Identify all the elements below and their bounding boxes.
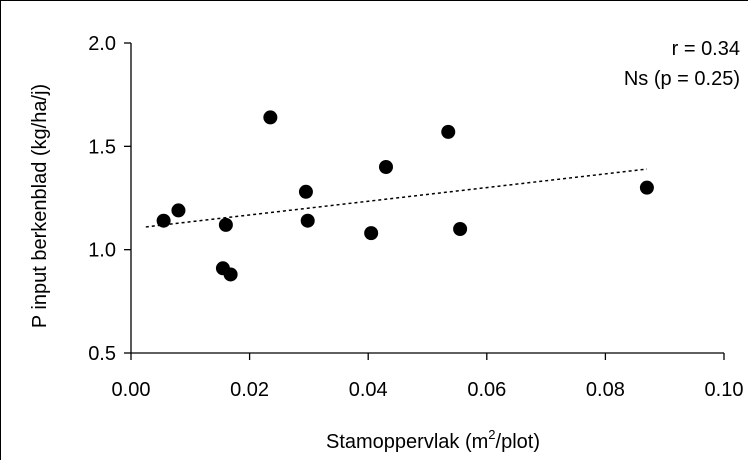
points-group [156, 110, 654, 282]
data-point [171, 203, 186, 218]
y-tick-label: 2.0 [88, 33, 116, 55]
y-tick-label: 1.0 [88, 240, 116, 262]
trendline-group [145, 168, 647, 228]
x-tick-label: 0.10 [705, 379, 744, 401]
data-point [223, 267, 238, 282]
x-tick-label: 0.00 [112, 379, 151, 401]
data-point [218, 217, 233, 232]
data-point [364, 226, 379, 241]
y-ticks: 0.5 1.0 1.5 2.0 [88, 33, 131, 365]
x-tick-label: 0.04 [349, 379, 388, 401]
annotation-ns: Ns (p = 0.25) [624, 68, 740, 90]
x-axis-label-tail: /plot) [496, 431, 540, 453]
data-point [298, 184, 313, 199]
data-point [639, 180, 654, 195]
x-axis-label: Stamoppervlak (m2/plot) [326, 427, 540, 453]
y-axis-label: P input berkenblad (kg/ha/j) [29, 84, 51, 328]
data-point [441, 124, 456, 139]
x-tick-label: 0.02 [230, 379, 269, 401]
data-point [263, 110, 278, 125]
data-point [378, 160, 393, 174]
data-point [300, 213, 315, 228]
axes [130, 43, 724, 354]
y-tick-label: 1.5 [88, 136, 116, 158]
y-tick-label: 0.5 [88, 343, 116, 365]
annotation-r: r = 0.34 [672, 38, 740, 60]
data-point [453, 222, 468, 236]
data-point [156, 213, 171, 228]
trendline [145, 168, 647, 228]
x-axis-label-sup: 2 [488, 427, 495, 442]
x-tick-label: 0.06 [467, 379, 506, 401]
x-ticks: 0.00 0.02 0.04 0.06 0.08 0.10 [112, 353, 744, 401]
x-axis-label-main: Stamoppervlak (m [326, 431, 488, 453]
x-tick-label: 0.08 [586, 379, 625, 401]
